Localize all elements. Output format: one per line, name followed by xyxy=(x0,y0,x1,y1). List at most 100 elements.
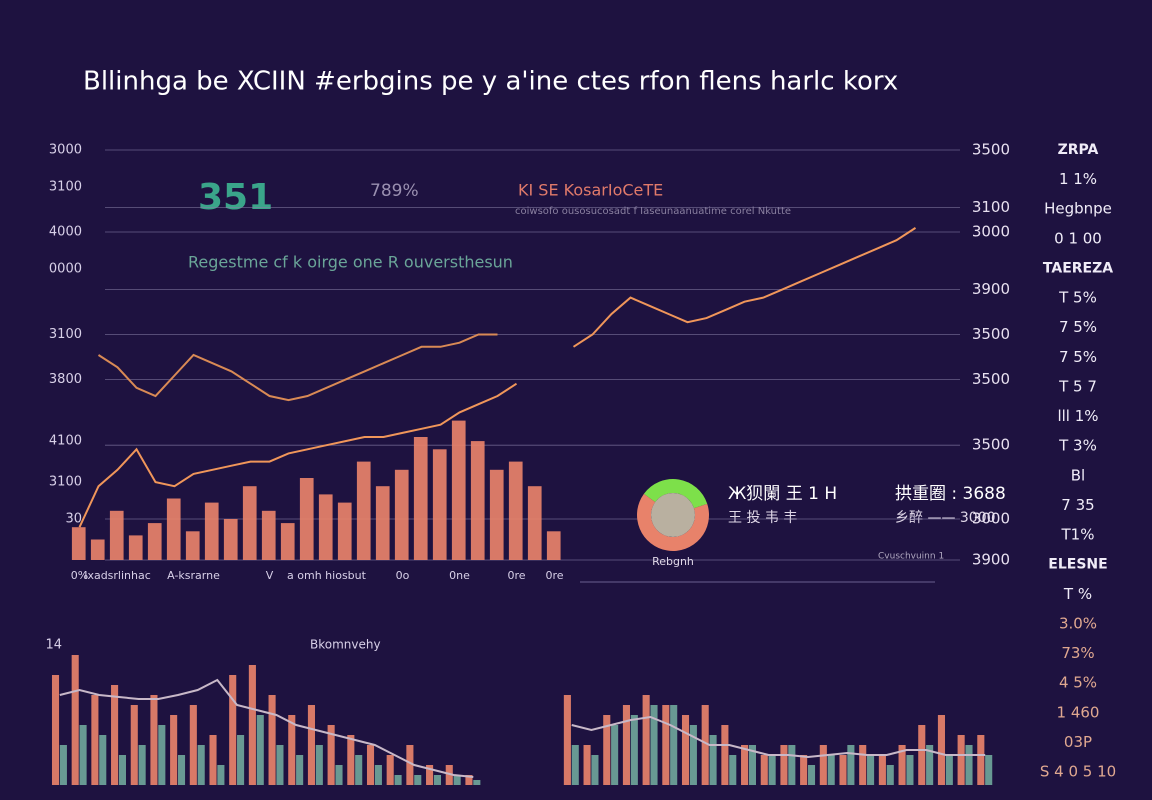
bar xyxy=(681,715,690,785)
bar xyxy=(701,705,709,785)
bar xyxy=(508,461,523,560)
x-tick-label: V xyxy=(266,569,274,582)
bar xyxy=(741,745,749,785)
bar xyxy=(111,685,119,785)
bar xyxy=(335,765,343,785)
bar xyxy=(248,665,256,785)
bar xyxy=(158,725,166,785)
bar xyxy=(977,735,985,785)
sidebar-item: Hegbnpe xyxy=(1044,200,1112,218)
pie-slice xyxy=(643,479,708,509)
bar xyxy=(867,755,875,785)
bar xyxy=(177,755,186,785)
sidebar-item: 7 35 xyxy=(1061,496,1094,514)
bar xyxy=(945,755,953,785)
bar xyxy=(886,765,894,785)
bar xyxy=(128,535,143,560)
bar xyxy=(223,519,238,560)
kpi-headline: KI SE KosarIoCeTE xyxy=(518,181,663,200)
bar xyxy=(413,437,428,560)
sidebar-item: 73% xyxy=(1061,644,1094,662)
bar xyxy=(729,755,737,785)
bar xyxy=(432,449,447,560)
sidebar-item: T 5% xyxy=(1058,289,1097,307)
bar xyxy=(473,780,481,785)
y-tick-label: 3100 xyxy=(49,327,82,342)
y-tick-label: 3100 xyxy=(49,179,82,194)
bar xyxy=(611,725,619,785)
bar xyxy=(90,539,105,560)
bar xyxy=(166,498,181,560)
x-tick-label: 0o xyxy=(396,569,410,582)
donut-text: 王 投 韦 丰 xyxy=(728,510,797,526)
bar xyxy=(79,725,87,785)
pie-label: Rebgnh xyxy=(652,555,694,568)
bar xyxy=(926,745,934,785)
bar xyxy=(603,715,611,785)
bar xyxy=(217,765,225,785)
sidebar-item: 4 5% xyxy=(1059,674,1097,692)
bar xyxy=(426,765,434,785)
sidebar-item: ELESNE xyxy=(1048,557,1107,573)
donut-text: Ж狈闌 王 1 H xyxy=(728,484,837,504)
bar xyxy=(366,745,375,785)
sidebar-item: 03P xyxy=(1064,733,1092,751)
bar xyxy=(327,725,335,785)
y2-tick-label: 3900 xyxy=(972,551,1010,569)
bar xyxy=(583,745,591,785)
line xyxy=(97,333,498,402)
bar xyxy=(299,478,314,560)
sidebar-item: Bl xyxy=(1071,466,1085,484)
bar xyxy=(819,745,827,785)
bar xyxy=(71,655,79,785)
bar xyxy=(768,755,776,785)
bar xyxy=(51,675,60,785)
bar xyxy=(591,755,599,785)
bar xyxy=(237,735,245,785)
bar xyxy=(788,745,796,785)
bar xyxy=(59,745,67,785)
y2-tick-label: 3000 xyxy=(972,223,1010,241)
bar xyxy=(918,725,926,785)
bar xyxy=(170,715,178,785)
y2-tick-label: 3000 xyxy=(972,510,1010,528)
bar xyxy=(670,705,678,785)
bar xyxy=(721,725,729,785)
sidebar-item: 0 1 00 xyxy=(1054,229,1102,247)
bar xyxy=(859,745,867,785)
sidebar-item: T 3% xyxy=(1058,437,1097,455)
y-tick-label: 30 xyxy=(65,512,82,527)
sidebar-item: 7 5% xyxy=(1059,318,1097,336)
bar xyxy=(662,705,670,785)
kpi-caption: Regestme cf k oirge one R ouversthesun xyxy=(188,253,513,272)
bar xyxy=(433,775,441,785)
x-tick-label: 0% xyxy=(71,569,88,582)
y2-tick-label: 3500 xyxy=(972,325,1010,343)
y2-tick-label: 3500 xyxy=(972,436,1010,454)
bar xyxy=(347,735,355,785)
bar xyxy=(937,715,945,785)
bar xyxy=(280,523,295,560)
title: Bllinhga be XCIIN #erbgins pe y a'ine ct… xyxy=(83,67,898,97)
bar xyxy=(307,705,315,785)
bar xyxy=(242,486,257,560)
bar xyxy=(296,755,304,785)
bar xyxy=(453,775,461,785)
pie-slice xyxy=(637,493,710,552)
bar xyxy=(256,715,264,785)
sidebar-item: T 5 7 xyxy=(1058,377,1097,395)
bar xyxy=(276,745,284,785)
bar xyxy=(268,695,276,785)
x-tick-label: 0re xyxy=(507,569,525,582)
bar xyxy=(546,531,561,560)
bar xyxy=(375,486,390,560)
bar xyxy=(414,775,422,785)
bar xyxy=(642,695,650,785)
y-tick-label: 3000 xyxy=(49,143,82,158)
y2-tick-label: 3500 xyxy=(972,370,1010,388)
pie-center xyxy=(651,493,695,537)
bar xyxy=(800,755,808,785)
bar xyxy=(118,755,126,785)
bar xyxy=(355,755,363,785)
